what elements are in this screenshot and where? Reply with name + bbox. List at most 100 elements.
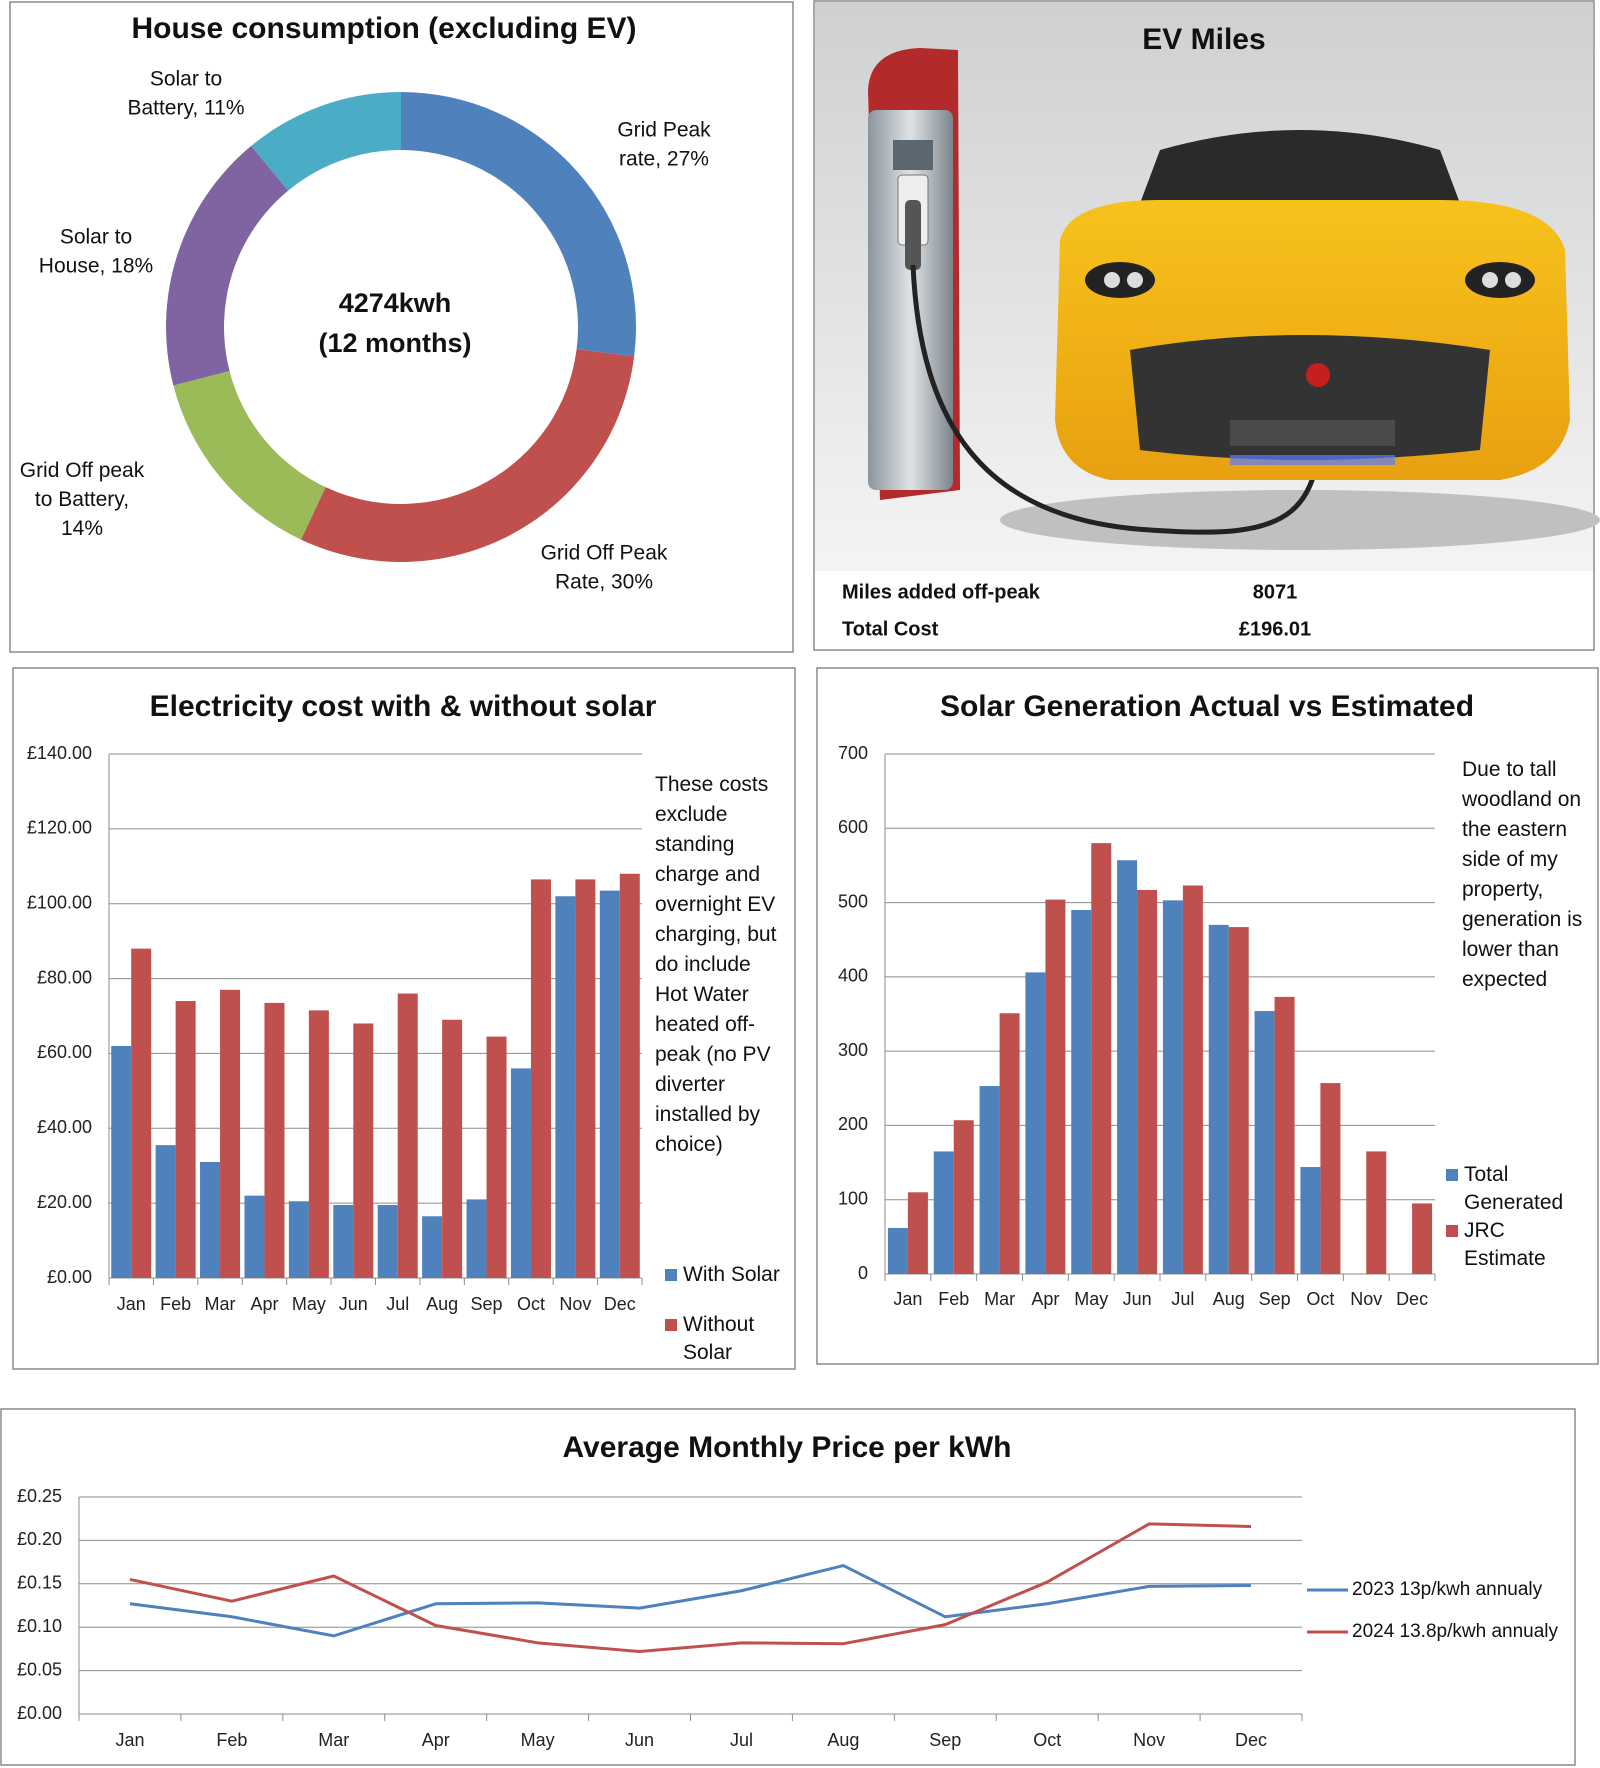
x-tick-label: Apr: [1031, 1289, 1059, 1309]
donut-slice: [166, 145, 289, 386]
bar: [131, 948, 152, 1278]
bar: [1045, 899, 1066, 1274]
bar: [397, 993, 418, 1278]
bar: [1228, 927, 1249, 1274]
slice-label: Grid Off Peak Rate, 30%: [541, 541, 668, 593]
ev-table-background: [815, 571, 1593, 649]
x-tick-label: Nov: [1350, 1289, 1382, 1309]
line-series: [129, 1522, 1252, 1653]
legend-swatch: [665, 1269, 677, 1281]
bar: [1412, 1203, 1433, 1274]
legend-label: With Solar: [683, 1263, 780, 1286]
x-tick-label: Feb: [216, 1730, 247, 1750]
y-tick-label: £0.00: [47, 1267, 92, 1287]
y-tick-label: £0.25: [17, 1486, 62, 1506]
slice-label: Grid Off peak to Battery, 14%: [20, 459, 145, 540]
slice-label-line: House, 18%: [39, 254, 153, 277]
annotation: These costs exclude standing charge and …: [655, 773, 777, 1156]
ev-row-value: 8071: [1253, 581, 1298, 603]
y-tick-label: £0.00: [17, 1703, 62, 1723]
x-tick-label: Aug: [1213, 1289, 1245, 1309]
ev-title: EV Miles: [1142, 23, 1265, 56]
x-tick-label: Oct: [1033, 1730, 1061, 1750]
slice-label-line: Solar to: [150, 67, 222, 90]
bar: [308, 1010, 329, 1278]
panel-border: [816, 667, 1599, 1365]
donut-slice: [401, 92, 637, 357]
bar: [1300, 1167, 1321, 1274]
bar: [333, 1205, 354, 1278]
legend-item: With Solar: [665, 1261, 793, 1289]
donut-slice: [251, 92, 401, 191]
ev-row-label: Total Cost: [842, 618, 939, 640]
x-tick-label: Jan: [117, 1294, 146, 1314]
legend-label: Without Solar: [683, 1313, 755, 1364]
bar: [1366, 1151, 1387, 1274]
bar: [1182, 885, 1203, 1274]
slice-label: Solar to Battery, 11%: [127, 67, 244, 119]
bar: [111, 1045, 132, 1278]
donut-slice: [173, 371, 326, 540]
x-tick-label: Oct: [1306, 1289, 1334, 1309]
legend-label: JRC Estimate: [1464, 1219, 1546, 1270]
ev-row-label: Miles added off-peak: [842, 581, 1041, 603]
y-tick-label: £0.15: [17, 1573, 62, 1593]
x-tick-label: Feb: [938, 1289, 969, 1309]
x-tick-label: Mar: [205, 1294, 236, 1314]
y-tick-label: £0.10: [17, 1616, 62, 1636]
bar: [1274, 996, 1295, 1274]
ev-row-value: £196.01: [1239, 618, 1311, 640]
bar: [1320, 1083, 1341, 1274]
legend-item: Total Generated: [1446, 1161, 1592, 1217]
bar: [353, 1023, 374, 1278]
bar: [244, 1195, 265, 1278]
slice-label-line: Battery, 11%: [127, 96, 244, 119]
bar: [953, 1120, 974, 1274]
bar: [599, 890, 620, 1278]
legend-item: Without Solar: [665, 1311, 793, 1367]
bar: [619, 873, 640, 1278]
bar: [1071, 910, 1092, 1274]
bar: [999, 1013, 1020, 1274]
x-tick-label: Nov: [1133, 1730, 1165, 1750]
x-tick-label: Jul: [730, 1730, 753, 1750]
y-tick-label: £60.00: [37, 1042, 92, 1062]
x-tick-label: Jan: [115, 1730, 144, 1750]
y-tick-label: 600: [838, 817, 868, 837]
slice-label-line: to Battery,: [35, 488, 129, 511]
x-tick-label: Jul: [386, 1294, 409, 1314]
slice-label-line: Grid Peak: [617, 118, 711, 141]
x-tick-label: Mar: [984, 1289, 1015, 1309]
y-tick-label: 300: [838, 1040, 868, 1060]
bar: [175, 1001, 196, 1278]
bar: [1091, 843, 1112, 1274]
chart-title: Electricity cost with & without solar: [150, 690, 657, 723]
bar: [555, 896, 576, 1278]
annotation: Due to tall woodland on the eastern side…: [1462, 758, 1583, 991]
bar: [220, 989, 241, 1278]
chart-title: House consumption (excluding EV): [131, 12, 636, 45]
bar: [442, 1019, 463, 1278]
slice-label-line: 14%: [61, 517, 103, 540]
bar: [1208, 924, 1229, 1274]
y-tick-label: £140.00: [27, 743, 92, 763]
x-tick-label: Sep: [471, 1294, 503, 1314]
panel-border: [9, 1, 794, 653]
bar: [1162, 900, 1183, 1274]
x-tick-label: Aug: [426, 1294, 458, 1314]
slice-label: Solar to House, 18%: [39, 225, 153, 277]
legend-swatch: [1446, 1169, 1458, 1181]
center-label: (12 months): [318, 328, 471, 358]
slice-label-line: rate, 27%: [619, 147, 709, 170]
bar: [530, 879, 551, 1278]
legend: Total Generated JRC Estimate: [1446, 1161, 1592, 1273]
y-tick-label: £0.05: [17, 1659, 62, 1679]
ev-photo: [815, 2, 1600, 571]
line-series: [129, 1564, 1252, 1638]
y-tick-label: 100: [838, 1188, 868, 1208]
y-tick-label: 500: [838, 891, 868, 911]
bar: [1025, 972, 1046, 1274]
bar: [907, 1192, 928, 1274]
slice-label-line: Grid Off Peak: [541, 541, 668, 564]
